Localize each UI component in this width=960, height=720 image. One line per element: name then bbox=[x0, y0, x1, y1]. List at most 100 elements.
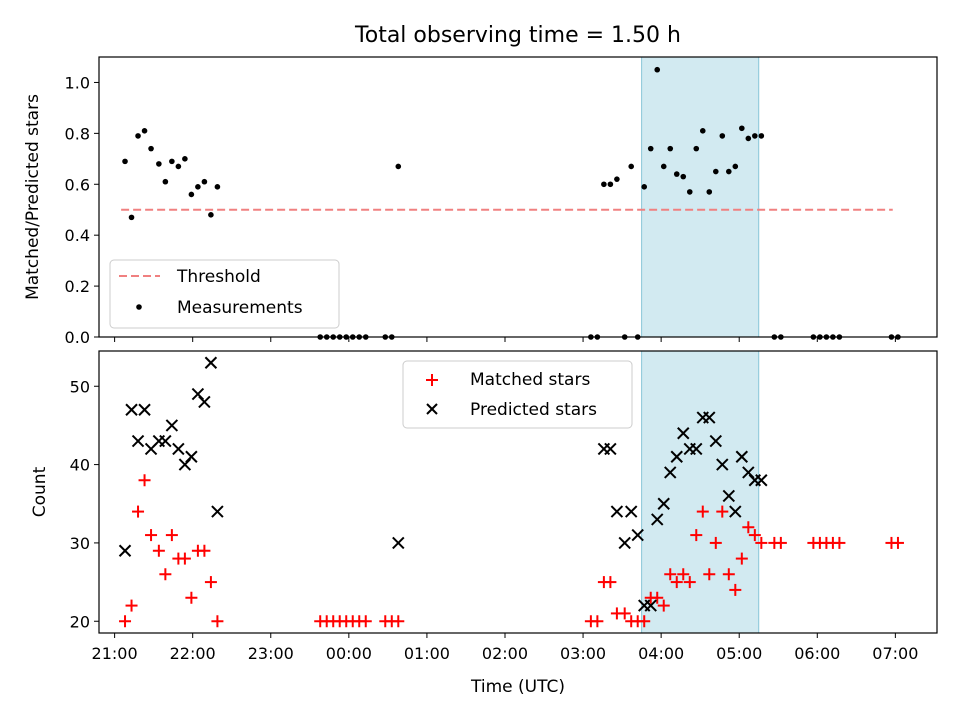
matched-star-point bbox=[604, 576, 617, 589]
bottom-plot-frame bbox=[98, 350, 938, 634]
predicted-star-stroke-b bbox=[690, 442, 703, 456]
predicted-star-stroke-b bbox=[722, 489, 736, 503]
bottom-highlight-span bbox=[641, 350, 760, 634]
predicted-star-point bbox=[664, 466, 677, 479]
predicted-star-stroke-b bbox=[644, 599, 657, 612]
predicted-star-point bbox=[610, 505, 624, 518]
predicted-star-point bbox=[651, 513, 664, 526]
matched-legend-swatch bbox=[426, 374, 438, 386]
predicted-star-point bbox=[657, 497, 670, 510]
predicted-star-stroke-b bbox=[165, 419, 179, 432]
matched-star-point bbox=[651, 591, 664, 604]
predicted-star-point bbox=[755, 474, 768, 487]
predicted-star-stroke-b bbox=[138, 403, 151, 416]
predicted-star-point bbox=[118, 544, 132, 557]
x-tick-label: 03:00 bbox=[560, 644, 606, 663]
x-tick-label: 02:00 bbox=[482, 644, 528, 663]
measurement-point bbox=[188, 191, 195, 198]
top-highlight-span bbox=[641, 56, 760, 338]
measurement-point bbox=[712, 168, 719, 175]
predicted-legend-swatch bbox=[426, 403, 438, 415]
measurement-point bbox=[641, 184, 648, 190]
measurement-point bbox=[395, 163, 402, 170]
predicted-star-stroke-b bbox=[118, 544, 132, 557]
measurement-point bbox=[686, 189, 693, 195]
x-tick-label: 05:00 bbox=[716, 644, 762, 663]
predicted-star-stroke-b bbox=[604, 442, 617, 456]
matched-star-point bbox=[690, 529, 703, 542]
predicted-star-stroke-b bbox=[172, 442, 185, 456]
measurement-point bbox=[175, 163, 182, 170]
predicted-star-stroke-b bbox=[159, 434, 172, 448]
measurement-point bbox=[201, 178, 208, 185]
predicted-star-point bbox=[211, 505, 224, 518]
x-tick-label: 22:00 bbox=[170, 644, 216, 663]
measurement-point bbox=[628, 163, 635, 170]
measurement-point bbox=[726, 168, 732, 175]
x-axis-label: Time (UTC) bbox=[470, 677, 565, 697]
measurement-point bbox=[732, 163, 739, 170]
x-tick-label: 23:00 bbox=[248, 644, 294, 663]
top-y-tick-label: 0.4 bbox=[65, 226, 90, 245]
top-y-tick-label: 0.6 bbox=[65, 175, 90, 194]
measurement-point bbox=[752, 133, 758, 139]
matched-star-point bbox=[742, 521, 755, 534]
measurement-point bbox=[135, 133, 141, 139]
predicted-star-stroke-b bbox=[631, 528, 644, 542]
matched-star-point bbox=[774, 536, 787, 549]
chart-title: Total observing time = 1.50 h bbox=[354, 23, 681, 48]
measurement-point bbox=[614, 176, 620, 182]
matched-star-point bbox=[591, 615, 604, 628]
predicted-star-point bbox=[131, 434, 145, 448]
measurement-point bbox=[719, 133, 726, 139]
matched-star-point bbox=[677, 568, 690, 581]
predicted-star-point bbox=[125, 403, 138, 416]
x-tick-label: 21:00 bbox=[92, 644, 138, 663]
predicted-star-stroke-b bbox=[610, 505, 624, 518]
predicted-star-point bbox=[204, 356, 218, 369]
predicted-star-stroke-b bbox=[125, 403, 138, 416]
measurement-point bbox=[208, 212, 214, 218]
top-legend: Threshold Measurements bbox=[109, 259, 340, 329]
matched-star-point bbox=[138, 474, 151, 487]
measurement-point bbox=[214, 184, 221, 190]
predicted-star-point bbox=[172, 442, 185, 456]
measurement-point bbox=[739, 125, 745, 132]
x-tick-label: 04:00 bbox=[638, 644, 684, 663]
predicted-star-stroke-b bbox=[729, 505, 742, 518]
measurement-point bbox=[148, 145, 154, 152]
top-axes: 0.0 0.2 0.4 0.6 0.8 1.0 bbox=[65, 73, 896, 347]
matched-star-point bbox=[198, 544, 211, 557]
matched-star-point bbox=[833, 536, 846, 549]
measurement-point bbox=[673, 171, 680, 177]
predicted-star-point bbox=[709, 434, 722, 448]
measurement-point bbox=[654, 66, 661, 73]
x-tick-label: 01:00 bbox=[404, 644, 450, 663]
measurement-point bbox=[162, 178, 169, 185]
predicted-star-stroke-b bbox=[625, 505, 638, 518]
matched-star-point bbox=[696, 505, 709, 518]
predicted-star-point bbox=[716, 458, 729, 471]
measurements-legend-swatch bbox=[136, 304, 142, 310]
measurement-point bbox=[141, 128, 148, 134]
measurement-point bbox=[758, 133, 765, 139]
measurement-point bbox=[745, 135, 752, 142]
matched-star-point bbox=[211, 615, 224, 628]
top-y-tick-label: 0.2 bbox=[65, 277, 90, 296]
top-plot-frame bbox=[98, 56, 938, 338]
measurement-point bbox=[122, 158, 128, 165]
matched-legend-label: Matched stars bbox=[470, 370, 590, 390]
predicted-star-point bbox=[138, 403, 151, 416]
predicted-star-stroke-b bbox=[735, 450, 749, 463]
bottom-axes: 21:00 22:00 23:00 00:00 01:00 02:00 03:00 04:00… bbox=[70, 377, 919, 663]
predicted-star-point bbox=[690, 442, 703, 456]
predicted-star-stroke-b bbox=[618, 536, 631, 550]
predicted-legend-label: Predicted stars bbox=[470, 400, 597, 420]
bottom-y-tick-label: 20 bbox=[70, 612, 90, 631]
top-legend-box bbox=[109, 259, 340, 329]
predicted-star-point bbox=[670, 450, 683, 463]
measurement-point bbox=[182, 156, 188, 162]
matched-star-point bbox=[729, 583, 742, 596]
measurements-legend-label: Measurements bbox=[177, 298, 303, 318]
